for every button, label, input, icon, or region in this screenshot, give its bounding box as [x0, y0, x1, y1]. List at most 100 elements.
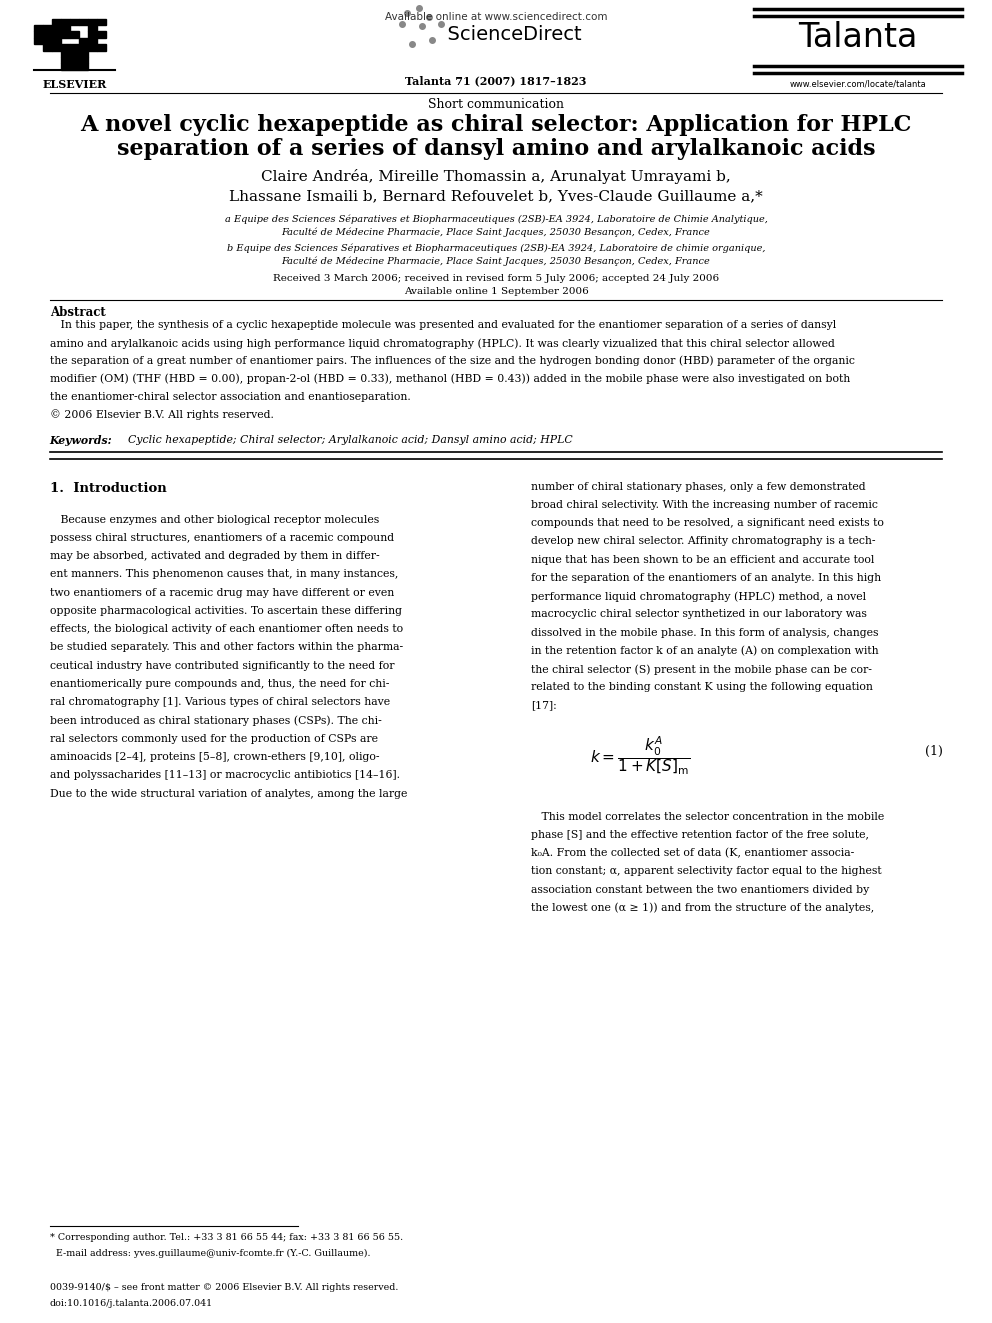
Text: Keywords:: Keywords: — [50, 435, 112, 446]
Text: number of chiral stationary phases, only a few demonstrated: number of chiral stationary phases, only… — [531, 482, 865, 492]
Bar — [44, 32, 52, 38]
Text: ceutical industry have contributed significantly to the need for: ceutical industry have contributed signi… — [50, 660, 394, 671]
Bar — [79, 44, 87, 50]
Text: * Corresponding author. Tel.: +33 3 81 66 55 44; fax: +33 3 81 66 56 55.: * Corresponding author. Tel.: +33 3 81 6… — [50, 1233, 403, 1242]
Bar — [62, 64, 87, 70]
Text: been introduced as chiral stationary phases (CSPs). The chi-: been introduced as chiral stationary pha… — [50, 716, 381, 726]
Bar — [96, 19, 105, 25]
Bar — [87, 44, 96, 50]
Text: broad chiral selectivity. With the increasing number of racemic: broad chiral selectivity. With the incre… — [531, 500, 878, 509]
Text: aminoacids [2–4], proteins [5–8], crown-ethers [9,10], oligo-: aminoacids [2–4], proteins [5–8], crown-… — [50, 751, 379, 762]
Text: Cyclic hexapeptide; Chiral selector; Arylalkanoic acid; Dansyl amino acid; HPLC: Cyclic hexapeptide; Chiral selector; Ary… — [121, 435, 572, 446]
Text: phase [S] and the effective retention factor of the free solute,: phase [S] and the effective retention fa… — [531, 830, 869, 840]
Text: the enantiomer-chiral selector association and enantioseparation.: the enantiomer-chiral selector associati… — [50, 392, 411, 402]
Bar — [52, 32, 61, 38]
Text: Claire Andréa, Mireille Thomassin a, Arunalyat Umrayami b,: Claire Andréa, Mireille Thomassin a, Aru… — [261, 169, 731, 184]
Bar — [79, 38, 87, 44]
Text: b Equipe des Sciences Séparatives et Biopharmaceutiques (2SB)-EA 3924, Laboratoi: b Equipe des Sciences Séparatives et Bio… — [227, 243, 765, 253]
Text: ral selectors commonly used for the production of CSPs are: ral selectors commonly used for the prod… — [50, 734, 378, 744]
Text: This model correlates the selector concentration in the mobile: This model correlates the selector conce… — [531, 811, 884, 822]
Text: In this paper, the synthesis of a cyclic hexapeptide molecule was presented and : In this paper, the synthesis of a cyclic… — [50, 320, 836, 331]
Text: Received 3 March 2006; received in revised form 5 July 2006; accepted 24 July 20: Received 3 March 2006; received in revis… — [273, 274, 719, 283]
Text: be studied separately. This and other factors within the pharma-: be studied separately. This and other fa… — [50, 643, 403, 652]
Text: ScienceDirect: ScienceDirect — [410, 25, 582, 44]
Bar — [96, 32, 105, 38]
Text: (1): (1) — [925, 745, 942, 758]
Text: Because enzymes and other biological receptor molecules: Because enzymes and other biological rec… — [50, 515, 379, 525]
Bar — [69, 44, 79, 50]
Text: Lhassane Ismaili b, Bernard Refouvelet b, Yves-Claude Guillaume a,*: Lhassane Ismaili b, Bernard Refouvelet b… — [229, 189, 763, 204]
Text: k₀A. From the collected set of data (K, enantiomer associa-: k₀A. From the collected set of data (K, … — [531, 848, 854, 859]
Text: doi:10.1016/j.talanta.2006.07.041: doi:10.1016/j.talanta.2006.07.041 — [50, 1299, 212, 1308]
Text: Short communication: Short communication — [428, 98, 564, 111]
Text: a Equipe des Sciences Séparatives et Biopharmaceutiques (2SB)-EA 3924, Laboratoi: a Equipe des Sciences Séparatives et Bio… — [224, 214, 768, 224]
Text: [17]:: [17]: — [531, 701, 557, 710]
Text: separation of a series of dansyl amino and arylalkanoic acids: separation of a series of dansyl amino a… — [117, 138, 875, 160]
Text: effects, the biological activity of each enantiomer often needs to: effects, the biological activity of each… — [50, 624, 403, 634]
Text: may be absorbed, activated and degraded by them in differ-: may be absorbed, activated and degraded … — [50, 552, 379, 561]
Text: the separation of a great number of enantiomer pairs. The influences of the size: the separation of a great number of enan… — [50, 356, 854, 366]
Text: ent manners. This phenomenon causes that, in many instances,: ent manners. This phenomenon causes that… — [50, 569, 398, 579]
Text: related to the binding constant K using the following equation: related to the binding constant K using … — [531, 683, 873, 692]
Bar — [87, 25, 96, 32]
Text: amino and arylalkanoic acids using high performance liquid chromatography (HPLC): amino and arylalkanoic acids using high … — [50, 337, 834, 348]
Bar — [87, 32, 96, 38]
Bar — [44, 38, 52, 44]
Bar — [62, 32, 69, 38]
Bar — [62, 57, 87, 64]
Text: two enantiomers of a racemic drug may have different or even: two enantiomers of a racemic drug may ha… — [50, 587, 394, 598]
Text: develop new chiral selector. Affinity chromatography is a tech-: develop new chiral selector. Affinity ch… — [531, 536, 875, 546]
Bar — [69, 19, 79, 25]
Text: in the retention factor k of an analyte (A) on complexation with: in the retention factor k of an analyte … — [531, 646, 878, 656]
Bar — [34, 25, 44, 32]
Text: nique that has been shown to be an efficient and accurate tool: nique that has been shown to be an effic… — [531, 554, 874, 565]
Text: 1.  Introduction: 1. Introduction — [50, 482, 167, 495]
Bar — [87, 19, 96, 25]
Bar — [87, 38, 96, 44]
Text: association constant between the two enantiomers divided by: association constant between the two ena… — [531, 885, 869, 894]
Text: Available online at www.sciencedirect.com: Available online at www.sciencedirect.co… — [385, 12, 607, 22]
Text: 0039-9140/$ – see front matter © 2006 Elsevier B.V. All rights reserved.: 0039-9140/$ – see front matter © 2006 El… — [50, 1283, 398, 1293]
Bar — [52, 25, 61, 32]
Bar — [52, 19, 61, 25]
Text: A novel cyclic hexapeptide as chiral selector: Application for HPLC: A novel cyclic hexapeptide as chiral sel… — [80, 114, 912, 136]
Text: enantiomerically pure compounds and, thus, the need for chi-: enantiomerically pure compounds and, thu… — [50, 679, 389, 689]
Text: © 2006 Elsevier B.V. All rights reserved.: © 2006 Elsevier B.V. All rights reserved… — [50, 409, 274, 421]
Text: dissolved in the mobile phase. In this form of analysis, changes: dissolved in the mobile phase. In this f… — [531, 627, 878, 638]
Bar — [62, 50, 87, 57]
Bar — [44, 44, 52, 50]
Text: opposite pharmacological activities. To ascertain these differing: opposite pharmacological activities. To … — [50, 606, 402, 617]
Bar — [62, 25, 69, 32]
Bar — [69, 32, 79, 38]
Text: Due to the wide structural variation of analytes, among the large: Due to the wide structural variation of … — [50, 789, 407, 799]
Bar — [62, 44, 69, 50]
Bar — [96, 44, 105, 50]
Bar — [34, 32, 44, 38]
Text: Abstract: Abstract — [50, 306, 105, 319]
Bar — [34, 38, 44, 44]
Text: possess chiral structures, enantiomers of a racemic compound: possess chiral structures, enantiomers o… — [50, 533, 394, 542]
Text: ral chromatography [1]. Various types of chiral selectors have: ral chromatography [1]. Various types of… — [50, 697, 390, 708]
Text: Available online 1 September 2006: Available online 1 September 2006 — [404, 287, 588, 296]
Text: Talanta 71 (2007) 1817–1823: Talanta 71 (2007) 1817–1823 — [406, 75, 586, 86]
Bar — [62, 19, 69, 25]
Text: for the separation of the enantiomers of an analyte. In this high: for the separation of the enantiomers of… — [531, 573, 881, 583]
Text: ELSEVIER: ELSEVIER — [43, 79, 106, 90]
Text: Faculté de Médecine Pharmacie, Place Saint Jacques, 25030 Besançon, Cedex, Franc: Faculté de Médecine Pharmacie, Place Sai… — [282, 257, 710, 266]
Bar — [44, 25, 52, 32]
Text: the chiral selector (S) present in the mobile phase can be cor-: the chiral selector (S) present in the m… — [531, 664, 872, 675]
Text: www.elsevier.com/locate/talanta: www.elsevier.com/locate/talanta — [790, 79, 927, 89]
Text: Faculté de Médecine Pharmacie, Place Saint Jacques, 25030 Besançon, Cedex, Franc: Faculté de Médecine Pharmacie, Place Sai… — [282, 228, 710, 237]
Text: macrocyclic chiral selector synthetized in our laboratory was: macrocyclic chiral selector synthetized … — [531, 610, 867, 619]
Text: performance liquid chromatography (HPLC) method, a novel: performance liquid chromatography (HPLC)… — [531, 591, 866, 602]
Text: Talanta: Talanta — [799, 21, 918, 54]
Text: and polyssacharides [11–13] or macrocyclic antibiotics [14–16].: and polyssacharides [11–13] or macrocycl… — [50, 770, 400, 781]
Bar — [52, 44, 61, 50]
Text: compounds that need to be resolved, a significant need exists to: compounds that need to be resolved, a si… — [531, 519, 884, 528]
Bar — [52, 38, 61, 44]
Bar — [79, 19, 87, 25]
Text: the lowest one (α ≥ 1)) and from the structure of the analytes,: the lowest one (α ≥ 1)) and from the str… — [531, 902, 874, 913]
Text: $k = \dfrac{k_0^A}{1 + K[S]_{\rm m}}$: $k = \dfrac{k_0^A}{1 + K[S]_{\rm m}}$ — [590, 734, 690, 777]
Text: modifier (OM) (THF (HBD = 0.00), propan-2-ol (HBD = 0.33), methanol (HBD = 0.43): modifier (OM) (THF (HBD = 0.00), propan-… — [50, 373, 850, 384]
Text: E-mail address: yves.guillaume@univ-fcomte.fr (Y.-C. Guillaume).: E-mail address: yves.guillaume@univ-fcom… — [50, 1249, 370, 1258]
